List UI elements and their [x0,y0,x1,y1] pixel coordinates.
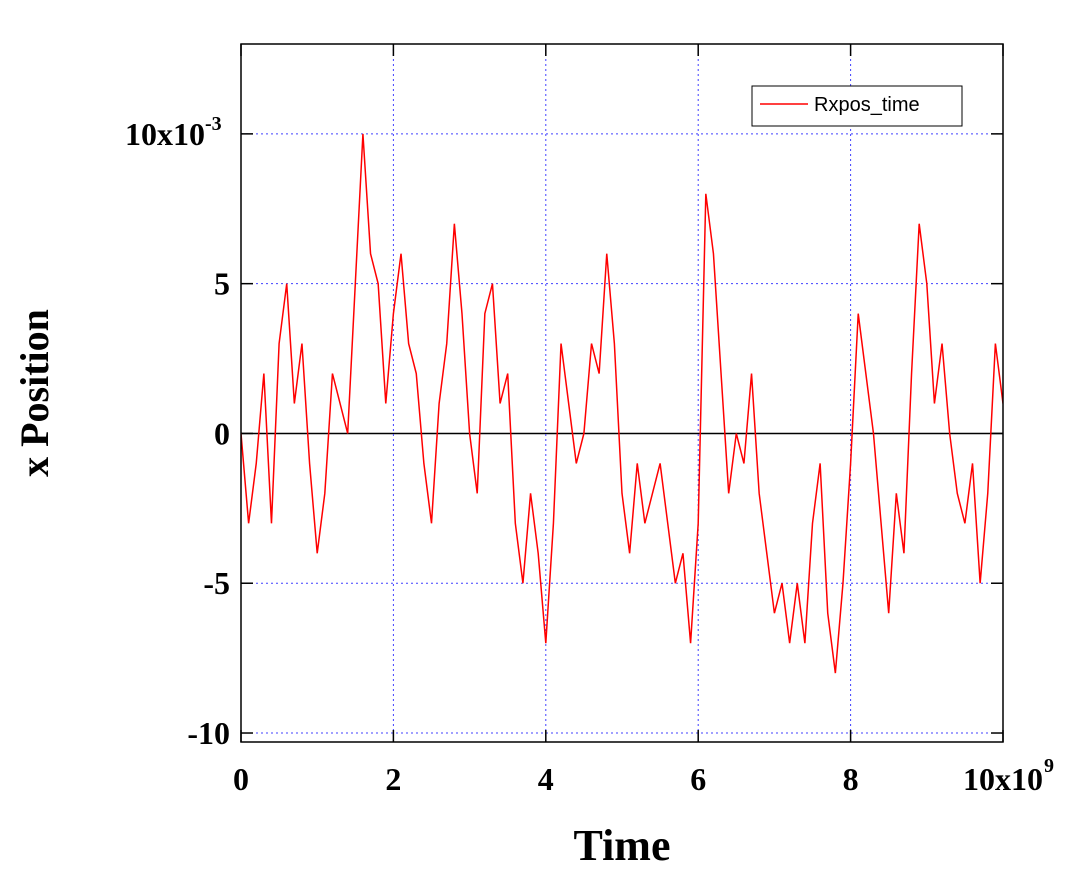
x-axis-label: Time [574,821,671,870]
x-tick-label: 10x10 [963,761,1043,797]
x-tick-label: 0 [233,761,249,797]
y-tick-label: -5 [203,565,230,601]
legend-box [751,85,963,127]
y-tick-label: 10x10 [125,116,205,152]
y-tick-label: -10 [187,715,230,751]
plot-frame [240,43,1004,743]
data-line [241,133,1003,674]
y-tick-label: 0 [214,415,230,451]
x-tick-label: 6 [690,761,706,797]
x-tick-label: 8 [843,761,859,797]
legend: Rxpos_time [751,85,963,127]
legend-label: Rxpos_time [814,94,920,116]
y-tick-label: 5 [214,266,230,302]
x-tick-label: 2 [385,761,401,797]
y-tick-exponent: -3 [205,113,222,135]
x-tick-exponent: 9 [1044,755,1054,777]
y-axis-label: x Position [12,309,57,477]
x-tick-label: 4 [538,761,554,797]
